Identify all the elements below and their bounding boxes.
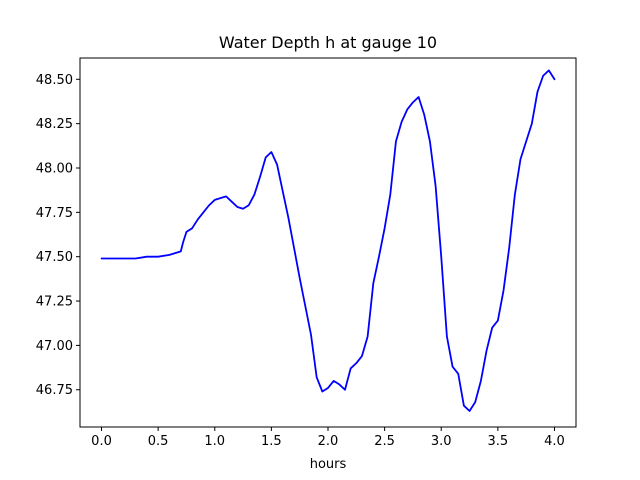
x-tick-label: 1.0 (204, 434, 225, 449)
chart-title: Water Depth h at gauge 10 (219, 33, 437, 52)
y-tick-label: 46.75 (36, 383, 73, 398)
plot-area: 0.0 0.5 1.0 1.5 2.0 2.5 3.0 3.5 4.0 46.75 47.00 47.… (36, 57, 577, 449)
y-tick-label: 48.00 (36, 161, 73, 176)
y-tick-label: 47.50 (36, 250, 73, 265)
x-tick-label: 1.5 (261, 434, 282, 449)
x-tick-label: 2.0 (318, 434, 339, 449)
y-tick-label: 47.25 (36, 295, 73, 310)
x-tick-label: 3.0 (431, 434, 452, 449)
series-line-0 (100, 69, 556, 412)
x-tick-label: 2.5 (374, 434, 395, 449)
x-tick-label: 0.0 (91, 434, 112, 449)
y-tick-label: 47.75 (36, 206, 73, 221)
x-tick-label: 3.5 (488, 434, 509, 449)
x-tick-label: 4.0 (544, 434, 565, 449)
y-tick-label: 47.00 (36, 339, 73, 354)
x-axis-label: hours (310, 457, 347, 472)
y-tick-label: 48.25 (36, 117, 73, 132)
x-tick-label: 0.5 (148, 434, 169, 449)
y-tick-label: 48.50 (36, 73, 73, 88)
